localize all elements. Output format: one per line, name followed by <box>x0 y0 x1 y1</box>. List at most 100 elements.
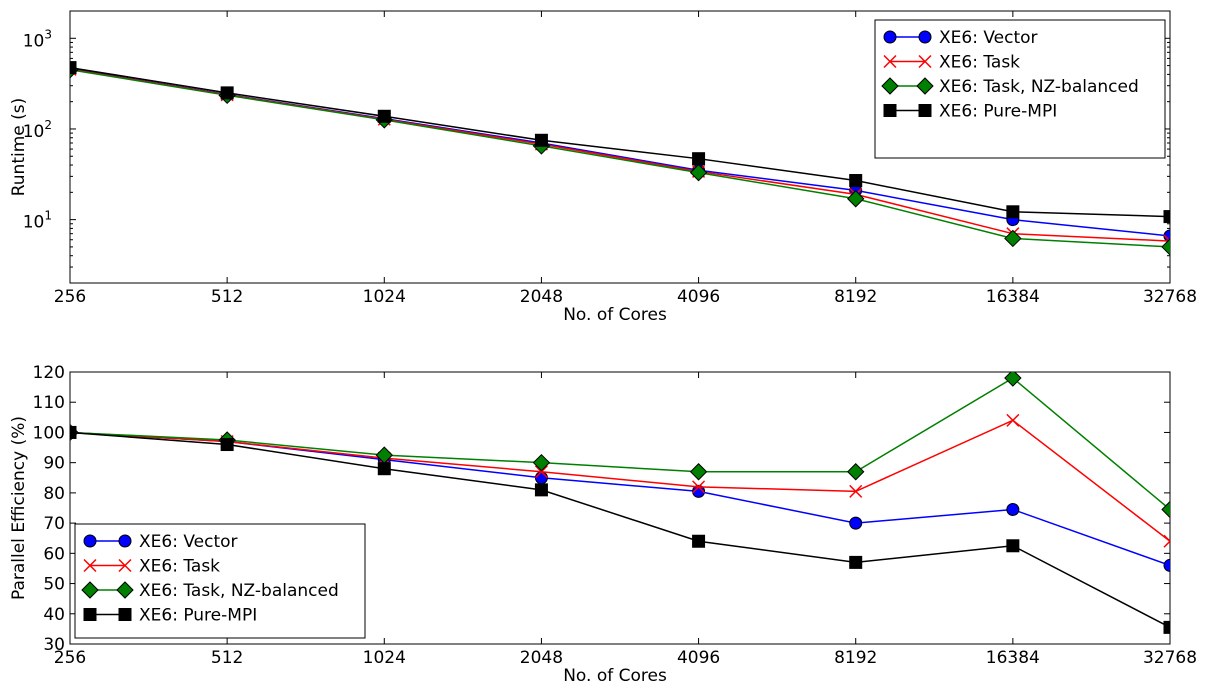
legend-marker <box>918 30 932 44</box>
x-tick-label: 2048 <box>520 287 563 307</box>
y-axis-title: Runtime (s) <box>9 98 29 197</box>
x-tick-label: 8192 <box>834 648 877 668</box>
y-tick-exponent: 2 <box>44 118 52 132</box>
data-point <box>534 133 548 147</box>
legend-marker <box>118 608 132 621</box>
x-tick-label: 1024 <box>363 287 406 307</box>
x-axis-title: No. of Cores <box>563 666 667 686</box>
y-tick-label: 103 <box>23 27 52 51</box>
data-point <box>377 109 391 123</box>
legend: XE6: Vector XE6: Task XE6: Task, NZ-balanc… <box>874 19 1166 159</box>
legend-marker <box>883 30 897 44</box>
legend-entry: XE6: Task, NZ-balanced <box>81 581 339 601</box>
legend-marker <box>81 581 99 599</box>
data-point <box>692 484 706 498</box>
legend-entry: XE6: Pure-MPI <box>83 606 257 626</box>
y-tick-label: 40 <box>43 605 65 625</box>
data-point <box>847 463 865 481</box>
data-point <box>1163 210 1170 224</box>
y-tick-exponent: 1 <box>44 209 52 223</box>
legend-marker <box>118 534 132 548</box>
data-point <box>1006 503 1020 517</box>
data-point <box>689 463 708 481</box>
legend-entry: XE6: Vector <box>883 28 1038 48</box>
data-point <box>1004 229 1022 248</box>
legend-label: XE6: Task, NZ-balanced <box>139 581 339 601</box>
data-point <box>220 438 234 452</box>
x-axis-title: No. of Cores <box>563 305 667 325</box>
y-tick-base: 10 <box>23 213 45 233</box>
data-point <box>534 471 548 485</box>
data-point <box>849 484 863 498</box>
y-tick-label: 50 <box>43 575 65 595</box>
legend-marker <box>918 54 932 69</box>
data-point <box>849 174 863 188</box>
x-tick-label: 256 <box>54 648 86 668</box>
series-xe6-pure-mpi <box>70 425 1170 634</box>
data-point <box>70 61 77 75</box>
data-point <box>1163 558 1170 572</box>
legend-label: XE6: Vector <box>939 28 1038 48</box>
data-point <box>1163 620 1170 634</box>
data-point <box>689 163 708 182</box>
x-tick-label: 32768 <box>1143 648 1197 668</box>
y-tick-base: 10 <box>23 31 45 51</box>
legend-label: XE6: Pure-MPI <box>139 606 257 626</box>
legend-entry: XE6: Task <box>883 53 1020 73</box>
series-xe6-pure-mpi <box>70 61 1170 224</box>
x-tick-label: 16384 <box>986 648 1040 668</box>
y-tick-label: 60 <box>43 544 65 564</box>
y-tick-label: 80 <box>43 484 65 504</box>
data-point <box>849 516 863 530</box>
x-tick-label: 2048 <box>520 648 563 668</box>
legend-marker <box>881 77 899 95</box>
data-point <box>1006 539 1020 553</box>
y-tick-label: 110 <box>33 393 65 413</box>
series-line <box>70 66 1170 218</box>
y-tick-label: 100 <box>33 423 65 443</box>
legend-marker <box>118 558 132 573</box>
data-point <box>1161 238 1170 256</box>
data-point <box>534 465 548 479</box>
legend-label: XE6: Vector <box>139 532 238 552</box>
data-point <box>220 86 234 100</box>
series-group <box>70 61 1170 256</box>
data-point <box>1163 534 1170 548</box>
legend-entry: XE6: Task, NZ-balanced <box>881 77 1139 97</box>
data-point <box>534 483 548 497</box>
x-tick-label: 8192 <box>834 287 877 307</box>
legend-marker <box>883 104 897 117</box>
y-tick-exponent: 3 <box>44 27 52 41</box>
data-point <box>1006 205 1020 219</box>
legend-marker <box>883 54 897 69</box>
x-tick-label: 512 <box>211 648 243 668</box>
legend-marker <box>83 558 97 573</box>
data-point <box>70 425 77 439</box>
x-tick-label: 4096 <box>677 648 720 668</box>
legend-label: XE6: Task, NZ-balanced <box>939 77 1139 97</box>
data-point <box>849 555 863 569</box>
data-point <box>1006 413 1020 427</box>
x-tick-label: 512 <box>211 287 243 307</box>
data-point <box>692 480 706 494</box>
data-point <box>1161 500 1170 519</box>
legend-marker <box>918 104 932 117</box>
y-tick-label: 70 <box>43 514 65 534</box>
y-tick-label: 102 <box>23 118 52 142</box>
data-point <box>692 534 706 548</box>
y-tick-base: 10 <box>23 122 45 142</box>
series-line <box>70 377 1170 511</box>
legend-marker <box>916 77 934 95</box>
y-axis-title: Parallel Efficiency (%) <box>9 416 29 600</box>
x-tick-label: 4096 <box>677 287 720 307</box>
x-tick-label: 16384 <box>986 287 1040 307</box>
legend-entry: XE6: Pure-MPI <box>883 102 1057 122</box>
series-line <box>70 419 1170 542</box>
series-line <box>70 68 1170 248</box>
series-line <box>70 431 1170 629</box>
data-point <box>532 453 551 472</box>
data-point <box>377 462 391 476</box>
legend: XE6: Vector XE6: Task XE6: Task, NZ-balanc… <box>74 523 366 639</box>
legend-marker <box>83 608 97 621</box>
